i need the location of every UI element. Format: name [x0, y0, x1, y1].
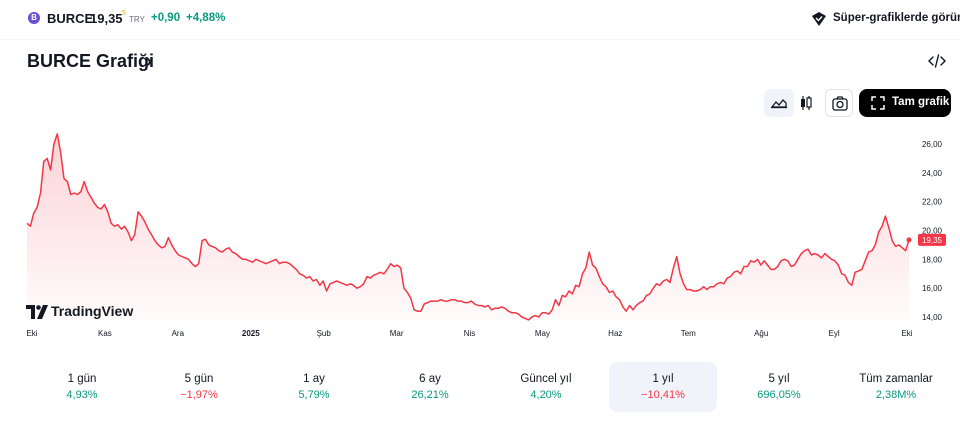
range-button[interactable]: 1 ay 5,79% — [260, 362, 368, 412]
range-label: 5 gün — [184, 373, 214, 385]
range-label: Tüm zamanlar — [859, 373, 933, 385]
range-change-value: 4,20% — [530, 389, 562, 401]
range-change-value: −10,41% — [641, 389, 685, 401]
x-tick-label: 2025 — [242, 329, 260, 338]
fullscreen-icon — [871, 96, 885, 110]
range-button[interactable]: 6 ay 26,21% — [376, 362, 484, 412]
price-area-fill — [27, 133, 909, 320]
range-change-value: 2,38M% — [875, 389, 917, 401]
price-last-digit: 5 — [122, 10, 126, 17]
range-label: 1 ay — [303, 373, 325, 385]
symbol-header: B BURCE 19,35 5 TRY +0,90 +4,88% Süper-g… — [0, 0, 960, 40]
x-tick-label: Tem — [681, 329, 696, 338]
price-change-percent: +4,88% — [186, 12, 226, 24]
last-value-label: 19,35 — [922, 236, 943, 245]
price-change: +0,90 — [151, 12, 181, 24]
price-line — [26, 133, 910, 321]
y-tick-label: 20,00 — [922, 227, 943, 236]
range-performance-row: 1 gün 4,93% 5 gün −1,97% 1 ay 5,79% 6 ay 26,21%… — [0, 362, 960, 412]
x-tick-label: Şub — [317, 329, 332, 338]
last-value-badge — [918, 233, 946, 246]
y-tick-label: 26,00 — [922, 140, 943, 149]
full-chart-button[interactable]: Tam grafik — [859, 89, 951, 117]
range-change-value: 26,21% — [411, 389, 449, 401]
snapshot-button[interactable] — [825, 89, 853, 117]
y-tick-label: 24,00 — [922, 169, 943, 178]
currency-label: TRY — [129, 15, 145, 24]
last-price-dot — [906, 237, 912, 243]
area-chart-icon — [770, 99, 787, 109]
x-tick-label: Kas — [98, 329, 112, 338]
range-button[interactable]: 5 yıl 696,05% — [725, 362, 833, 412]
x-tick-label: Eki — [26, 329, 37, 338]
page-title[interactable]: BURCE Grafiği — [27, 51, 155, 71]
range-button[interactable]: Güncel yıl 4,20% — [492, 362, 600, 412]
x-tick-label: Ara — [172, 329, 185, 338]
range-label: 1 yıl — [652, 373, 674, 385]
symbol-logo-icon: B — [28, 12, 40, 24]
super-charts-link[interactable]: Süper-grafiklerde görün — [833, 12, 960, 24]
symbol-name[interactable]: BURCE — [47, 11, 94, 26]
last-price: 19,35 — [90, 11, 123, 26]
range-button[interactable]: 1 yıl −10,41% — [609, 362, 717, 412]
range-label: 6 ay — [419, 373, 441, 385]
x-tick-label: Eki — [901, 329, 912, 338]
candlestick-icon — [801, 96, 812, 110]
x-tick-label: May — [535, 329, 550, 338]
range-label: 5 yıl — [768, 373, 790, 385]
camera-icon — [832, 96, 848, 111]
range-button[interactable]: Tüm zamanlar 2,38M% — [842, 362, 950, 412]
y-tick-label: 14,00 — [922, 313, 943, 322]
embed-code-icon[interactable] — [928, 53, 946, 69]
range-label: 1 gün — [67, 373, 97, 385]
price-chart[interactable]: 26,00 24,00 22,00 20,00 18,00 16,00 14,00 19,35… — [0, 125, 960, 340]
y-tick-label: 18,00 — [922, 255, 943, 264]
range-change-value: 696,05% — [757, 389, 801, 401]
y-tick-label: 22,00 — [922, 198, 943, 207]
tradingview-logo-icon — [26, 305, 48, 319]
range-label: Güncel yıl — [520, 373, 572, 385]
super-charts-icon[interactable] — [811, 11, 827, 27]
full-chart-label: Tam grafik — [892, 96, 950, 108]
range-change-value: 4,93% — [66, 389, 98, 401]
y-tick-label: 16,00 — [922, 284, 943, 293]
x-tick-label: Eyl — [829, 329, 840, 338]
tradingview-wordmark: TradingView — [51, 303, 134, 319]
x-tick-label: Nis — [464, 329, 476, 338]
area-chart-button[interactable] — [764, 89, 794, 117]
x-tick-label: Ağu — [754, 329, 768, 338]
range-button[interactable]: 5 gün −1,97% — [145, 362, 253, 412]
range-button[interactable]: 1 gün 4,93% — [28, 362, 136, 412]
x-tick-label: Haz — [608, 329, 622, 338]
range-change-value: 5,79% — [298, 389, 330, 401]
range-change-value: −1,97% — [180, 389, 218, 401]
candlestick-chart-button[interactable] — [795, 89, 817, 117]
title-chevron-icon[interactable]: › — [146, 51, 152, 71]
x-tick-label: Mar — [390, 329, 404, 338]
